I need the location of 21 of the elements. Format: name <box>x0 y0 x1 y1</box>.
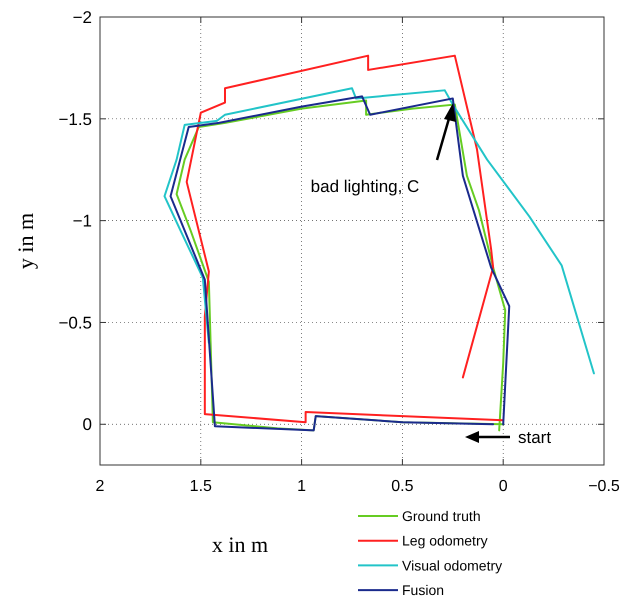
x-tick-label: −0.5 <box>588 478 620 495</box>
legend-label: Fusion <box>402 582 444 598</box>
legend-label: Ground truth <box>402 508 481 524</box>
legend-label: Visual odometry <box>402 557 502 574</box>
y-tick-label: −2 <box>72 8 92 27</box>
x-axis-title: x in m <box>212 532 268 557</box>
y-axis-title: y in m <box>13 212 38 270</box>
y-tick-label: −1.5 <box>58 110 92 129</box>
x-tick-label: 1 <box>297 478 306 495</box>
x-tick-label: 0.5 <box>391 478 414 495</box>
y-tick-label: −1 <box>72 212 92 231</box>
y-tick-label: 0 <box>82 415 92 434</box>
annotation: bad lighting, C <box>310 177 420 196</box>
annotation: start <box>518 428 552 447</box>
line-series <box>164 87 595 374</box>
x-tick-label: 2 <box>96 478 105 495</box>
x-tick-label: 0 <box>498 478 508 495</box>
legend-label: Leg odometry <box>402 532 488 549</box>
line-series <box>186 54 504 424</box>
x-tick-label: 1.5 <box>190 478 212 495</box>
y-tick-label: −0.5 <box>58 313 92 332</box>
